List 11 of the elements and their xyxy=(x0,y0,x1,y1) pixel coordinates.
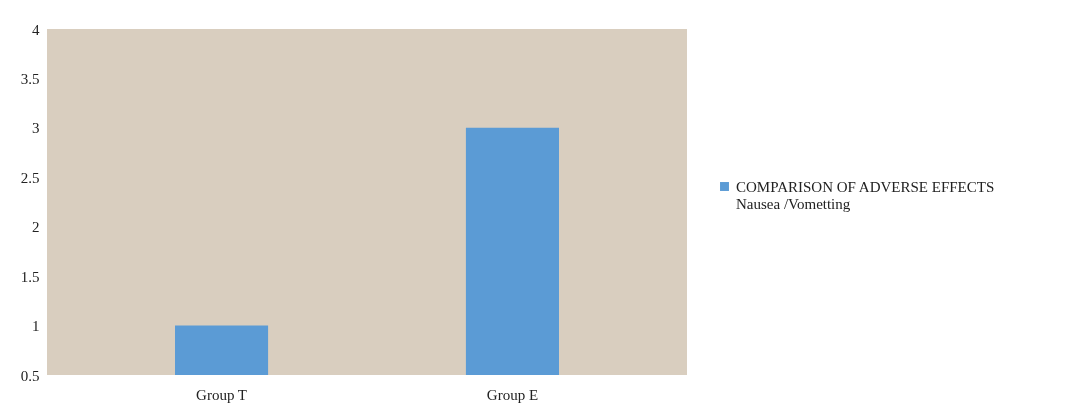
y-tick-label: 1.5 xyxy=(20,268,40,285)
y-tick-label: 0.5 xyxy=(20,367,40,384)
y-tick-label: 3.5 xyxy=(20,70,40,87)
y-tick-label: 3 xyxy=(32,120,40,137)
y-tick-label: 1 xyxy=(32,318,40,335)
legend-label: COMPARISON OF ADVERSE EFFECTS Nausea /Vometting xyxy=(736,178,995,212)
y-tick-label: 4 xyxy=(32,21,40,38)
x-tick-label: Group E xyxy=(486,386,539,403)
x-tick-label: Group T xyxy=(196,386,248,403)
y-tick-label: 2.5 xyxy=(20,169,40,186)
y-tick-label: 2 xyxy=(32,219,40,236)
